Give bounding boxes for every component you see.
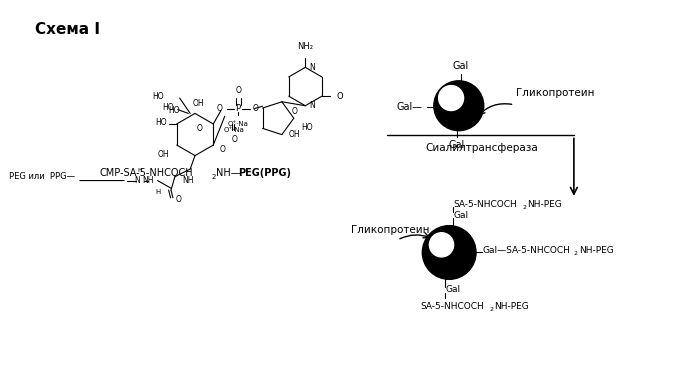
Text: NH: NH [182, 176, 194, 185]
Text: Gal: Gal [453, 211, 468, 219]
Text: HO: HO [168, 106, 180, 115]
Text: 2: 2 [522, 205, 526, 210]
Text: Gal—SA-5-NHCOCH: Gal—SA-5-NHCOCH [483, 246, 570, 255]
Text: Схема I: Схема I [35, 22, 100, 37]
Text: HO: HO [301, 123, 313, 132]
Text: Сиалилтрансфераза: Сиалилтрансфераза [425, 143, 538, 153]
Text: NH—: NH— [216, 168, 240, 178]
Circle shape [439, 86, 463, 111]
Text: NH₂: NH₂ [297, 42, 313, 51]
Text: P: P [236, 104, 240, 113]
Text: HO: HO [162, 103, 174, 112]
Text: OH: OH [157, 150, 169, 159]
Text: O: O [220, 146, 226, 154]
Text: Gal: Gal [449, 140, 465, 150]
Text: O: O [217, 104, 223, 113]
Text: O: O [197, 124, 203, 133]
Text: 2: 2 [489, 307, 493, 312]
Circle shape [434, 81, 484, 131]
Text: O: O [292, 107, 298, 116]
Text: N: N [135, 176, 140, 185]
Text: Gal—: Gal— [396, 102, 422, 112]
Text: O: O [176, 195, 182, 204]
Text: Gal: Gal [452, 61, 469, 71]
Text: CMP-SA-5-NHCOCH: CMP-SA-5-NHCOCH [99, 168, 193, 178]
Text: O: O [336, 92, 343, 101]
Text: SA-5-NHCOCH: SA-5-NHCOCH [420, 302, 484, 311]
Text: N: N [309, 63, 315, 72]
Text: HO: HO [152, 92, 164, 101]
Text: PEG или  PPG—: PEG или PPG— [9, 172, 75, 181]
Text: O: O [252, 104, 259, 113]
Text: O⁺·Na: O⁺·Na [224, 127, 245, 133]
Text: NH-PEG: NH-PEG [527, 200, 561, 209]
Text: O: O [236, 86, 241, 95]
Circle shape [429, 233, 454, 257]
Text: NH: NH [143, 176, 154, 185]
Text: H: H [137, 168, 142, 173]
Text: 2: 2 [211, 174, 216, 180]
Text: Gal: Gal [445, 285, 461, 295]
Text: H: H [155, 189, 160, 195]
Text: OH: OH [193, 99, 205, 108]
Text: Гликопротеин: Гликопротеин [352, 226, 430, 235]
Text: SA-5-NHCOCH: SA-5-NHCOCH [453, 200, 517, 209]
Text: HO: HO [155, 118, 167, 127]
Text: O: O [231, 135, 237, 144]
Text: 2: 2 [574, 251, 578, 256]
Text: Гликопротеин: Гликопротеин [517, 88, 595, 98]
Text: NH-PEG: NH-PEG [494, 302, 529, 311]
Text: PEG(PPG): PEG(PPG) [238, 168, 291, 178]
Circle shape [422, 226, 476, 279]
Text: OH: OH [289, 130, 300, 139]
Text: NH-PEG: NH-PEG [579, 246, 614, 255]
Text: N: N [309, 101, 315, 110]
Text: O⁺·Na: O⁺·Na [228, 121, 249, 127]
